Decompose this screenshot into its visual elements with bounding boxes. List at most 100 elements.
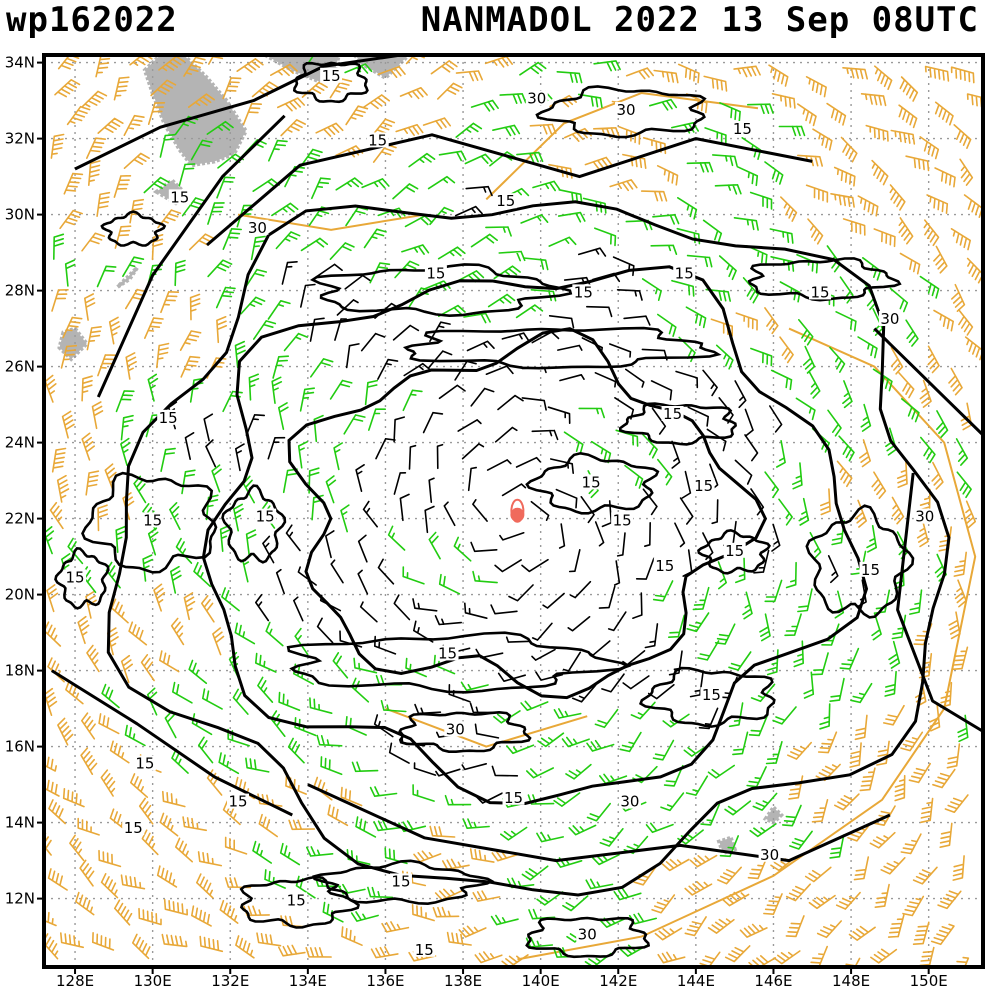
contour-label-bg: [692, 478, 715, 494]
wind-barb: [484, 55, 513, 68]
wind-barb: [651, 407, 667, 435]
wind-barb: [686, 612, 710, 633]
wind-barb: [189, 377, 205, 403]
wind-barb: [657, 458, 673, 486]
wind-barb: [123, 114, 145, 136]
wind-barb: [594, 372, 617, 388]
wind-barb: [733, 217, 759, 231]
wind-barb: [829, 677, 845, 702]
wind-barb: [613, 560, 621, 586]
wind-barb: [443, 501, 456, 527]
lat-tick-label: 22N: [5, 510, 35, 528]
contour-label-bg: [320, 67, 343, 83]
wind-barb: [279, 842, 301, 866]
wind-barb: [764, 471, 780, 499]
wind-barb: [434, 615, 462, 626]
wind-barb: [834, 793, 860, 811]
wind-barb: [403, 362, 431, 377]
wind-barb: [316, 617, 334, 644]
wind-barb: [890, 129, 916, 145]
wind-barb: [804, 866, 832, 883]
contour-labels: 15 15 15 30 30 30 15 15 15 15 15 15 30 15 15 15 15 30 15 15…: [64, 67, 936, 959]
wind-barb: [585, 878, 614, 890]
wind-barb: [163, 898, 188, 916]
wind-barb: [653, 69, 679, 84]
contour-label: 15: [256, 508, 275, 526]
wind-barb: [700, 803, 720, 826]
wind-barb: [196, 873, 214, 899]
wind-barb: [874, 65, 893, 90]
wind-barb: [715, 344, 734, 370]
wind-barb: [335, 177, 363, 191]
wind-barb: [630, 701, 656, 720]
wind-barb: [578, 407, 605, 419]
wind-barb: [325, 530, 335, 559]
wind-barb: [258, 813, 278, 838]
contour-label: 30: [880, 310, 899, 328]
wind-barb: [86, 137, 107, 159]
wind-barb: [633, 866, 657, 886]
wind-barb: [234, 622, 256, 645]
lat-tick-label: 28N: [5, 282, 35, 300]
wind-barb: [454, 205, 483, 217]
wind-barb: [854, 499, 867, 528]
wind-barb: [183, 56, 206, 77]
wind-barb: [251, 81, 279, 98]
wind-barb: [472, 570, 498, 584]
wind-barb: [56, 474, 70, 503]
lon-tick-label: 144E: [677, 972, 715, 989]
wind-barb: [216, 316, 228, 344]
grid-lines: [44, 55, 983, 967]
wind-barb: [707, 764, 735, 779]
wind-barb: [857, 336, 878, 359]
wind-barb: [724, 800, 752, 816]
wind-barb: [429, 825, 456, 838]
wind-barb: [535, 671, 564, 681]
contour-label: 15: [725, 542, 744, 560]
wind-barb: [785, 915, 805, 938]
contour-label-bg: [444, 721, 467, 737]
lat-tick-label: 32N: [5, 130, 35, 148]
wind-barb: [219, 899, 239, 924]
wind-barb: [469, 848, 495, 863]
wind-barb: [329, 78, 353, 99]
wind-barb: [123, 152, 150, 169]
wind-barb: [586, 739, 615, 752]
wind-barb: [747, 103, 774, 115]
wind-barb: [252, 840, 272, 864]
wind-barb: [772, 706, 797, 725]
wind-barb: [671, 279, 695, 297]
contour-label-bg: [64, 569, 87, 585]
wind-barb: [100, 873, 119, 899]
contour-label: 15: [228, 793, 247, 811]
wind-barb: [748, 714, 769, 737]
wind-barb: [565, 763, 592, 780]
contour-label-bg: [525, 90, 548, 106]
wind-barb: [141, 829, 159, 856]
wind-barb: [491, 765, 519, 777]
contour-label-bg: [913, 508, 936, 524]
wind-barb: [522, 257, 549, 271]
wind-barb: [599, 828, 624, 847]
wind-barb: [850, 682, 873, 704]
wind-barb: [377, 65, 406, 78]
wind-barb: [100, 769, 116, 797]
wind-barb: [114, 899, 133, 926]
wind-barb: [408, 152, 436, 168]
wind-barb: [236, 58, 264, 74]
wind-barb: [899, 76, 919, 102]
wind-barb: [831, 520, 845, 546]
wind-barb: [199, 935, 224, 953]
wind-barb: [778, 498, 793, 526]
wind-barb: [143, 176, 170, 194]
wind-barb: [594, 708, 619, 729]
wind-barb: [422, 117, 451, 130]
wind-barb: [937, 890, 962, 910]
wind-barb: [765, 741, 783, 765]
wind-barb: [275, 231, 301, 250]
wind-barb: [174, 259, 186, 287]
storm-info-title: NANMADOL 2022 13 Sep 08UTC: [420, 0, 979, 40]
wind-barb: [884, 670, 897, 697]
wind-barb: [569, 580, 592, 599]
lon-tick-label: 130E: [134, 972, 172, 989]
